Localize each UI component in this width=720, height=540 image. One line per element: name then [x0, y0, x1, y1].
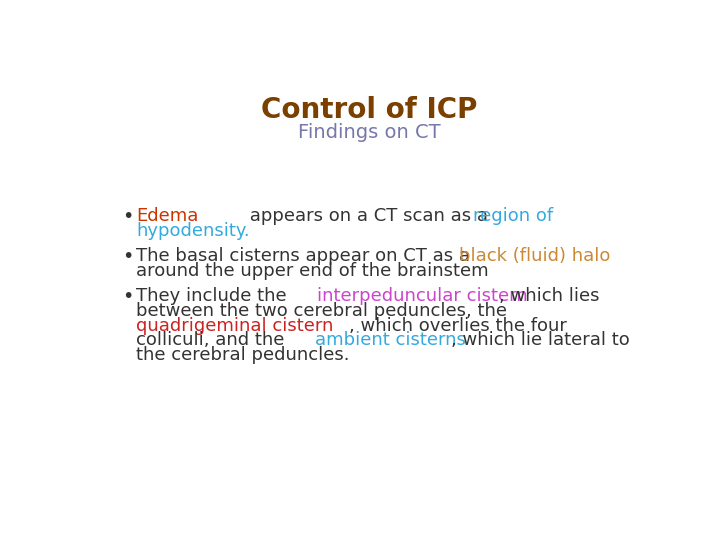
- Text: •: •: [122, 207, 134, 226]
- Text: , which overlies the four: , which overlies the four: [348, 316, 567, 335]
- Text: the cerebral peduncles.: the cerebral peduncles.: [137, 346, 350, 364]
- Text: hypodensity.: hypodensity.: [137, 222, 250, 240]
- Text: Edema: Edema: [137, 207, 199, 225]
- Text: appears on a CT scan as a: appears on a CT scan as a: [244, 207, 494, 225]
- Text: •: •: [122, 287, 134, 306]
- Text: ambient cisterns: ambient cisterns: [315, 331, 466, 349]
- Text: region of: region of: [473, 207, 553, 225]
- Text: black (fluid) halo: black (fluid) halo: [459, 247, 611, 265]
- Text: •: •: [122, 247, 134, 266]
- Text: They include the: They include the: [137, 287, 293, 305]
- Text: The basal cisterns appear on CT as a: The basal cisterns appear on CT as a: [137, 247, 476, 265]
- Text: Control of ICP: Control of ICP: [261, 96, 477, 124]
- Text: Findings on CT: Findings on CT: [297, 123, 441, 141]
- Text: interpeduncular cistern: interpeduncular cistern: [317, 287, 528, 305]
- Text: around the upper end of the brainstem: around the upper end of the brainstem: [137, 262, 489, 280]
- Text: , which lie lateral to: , which lie lateral to: [451, 331, 630, 349]
- Text: between the two cerebral peduncles, the: between the two cerebral peduncles, the: [137, 302, 508, 320]
- Text: quadrigeminal cistern: quadrigeminal cistern: [137, 316, 334, 335]
- Text: , which lies: , which lies: [499, 287, 599, 305]
- Text: colliculi, and the: colliculi, and the: [137, 331, 291, 349]
